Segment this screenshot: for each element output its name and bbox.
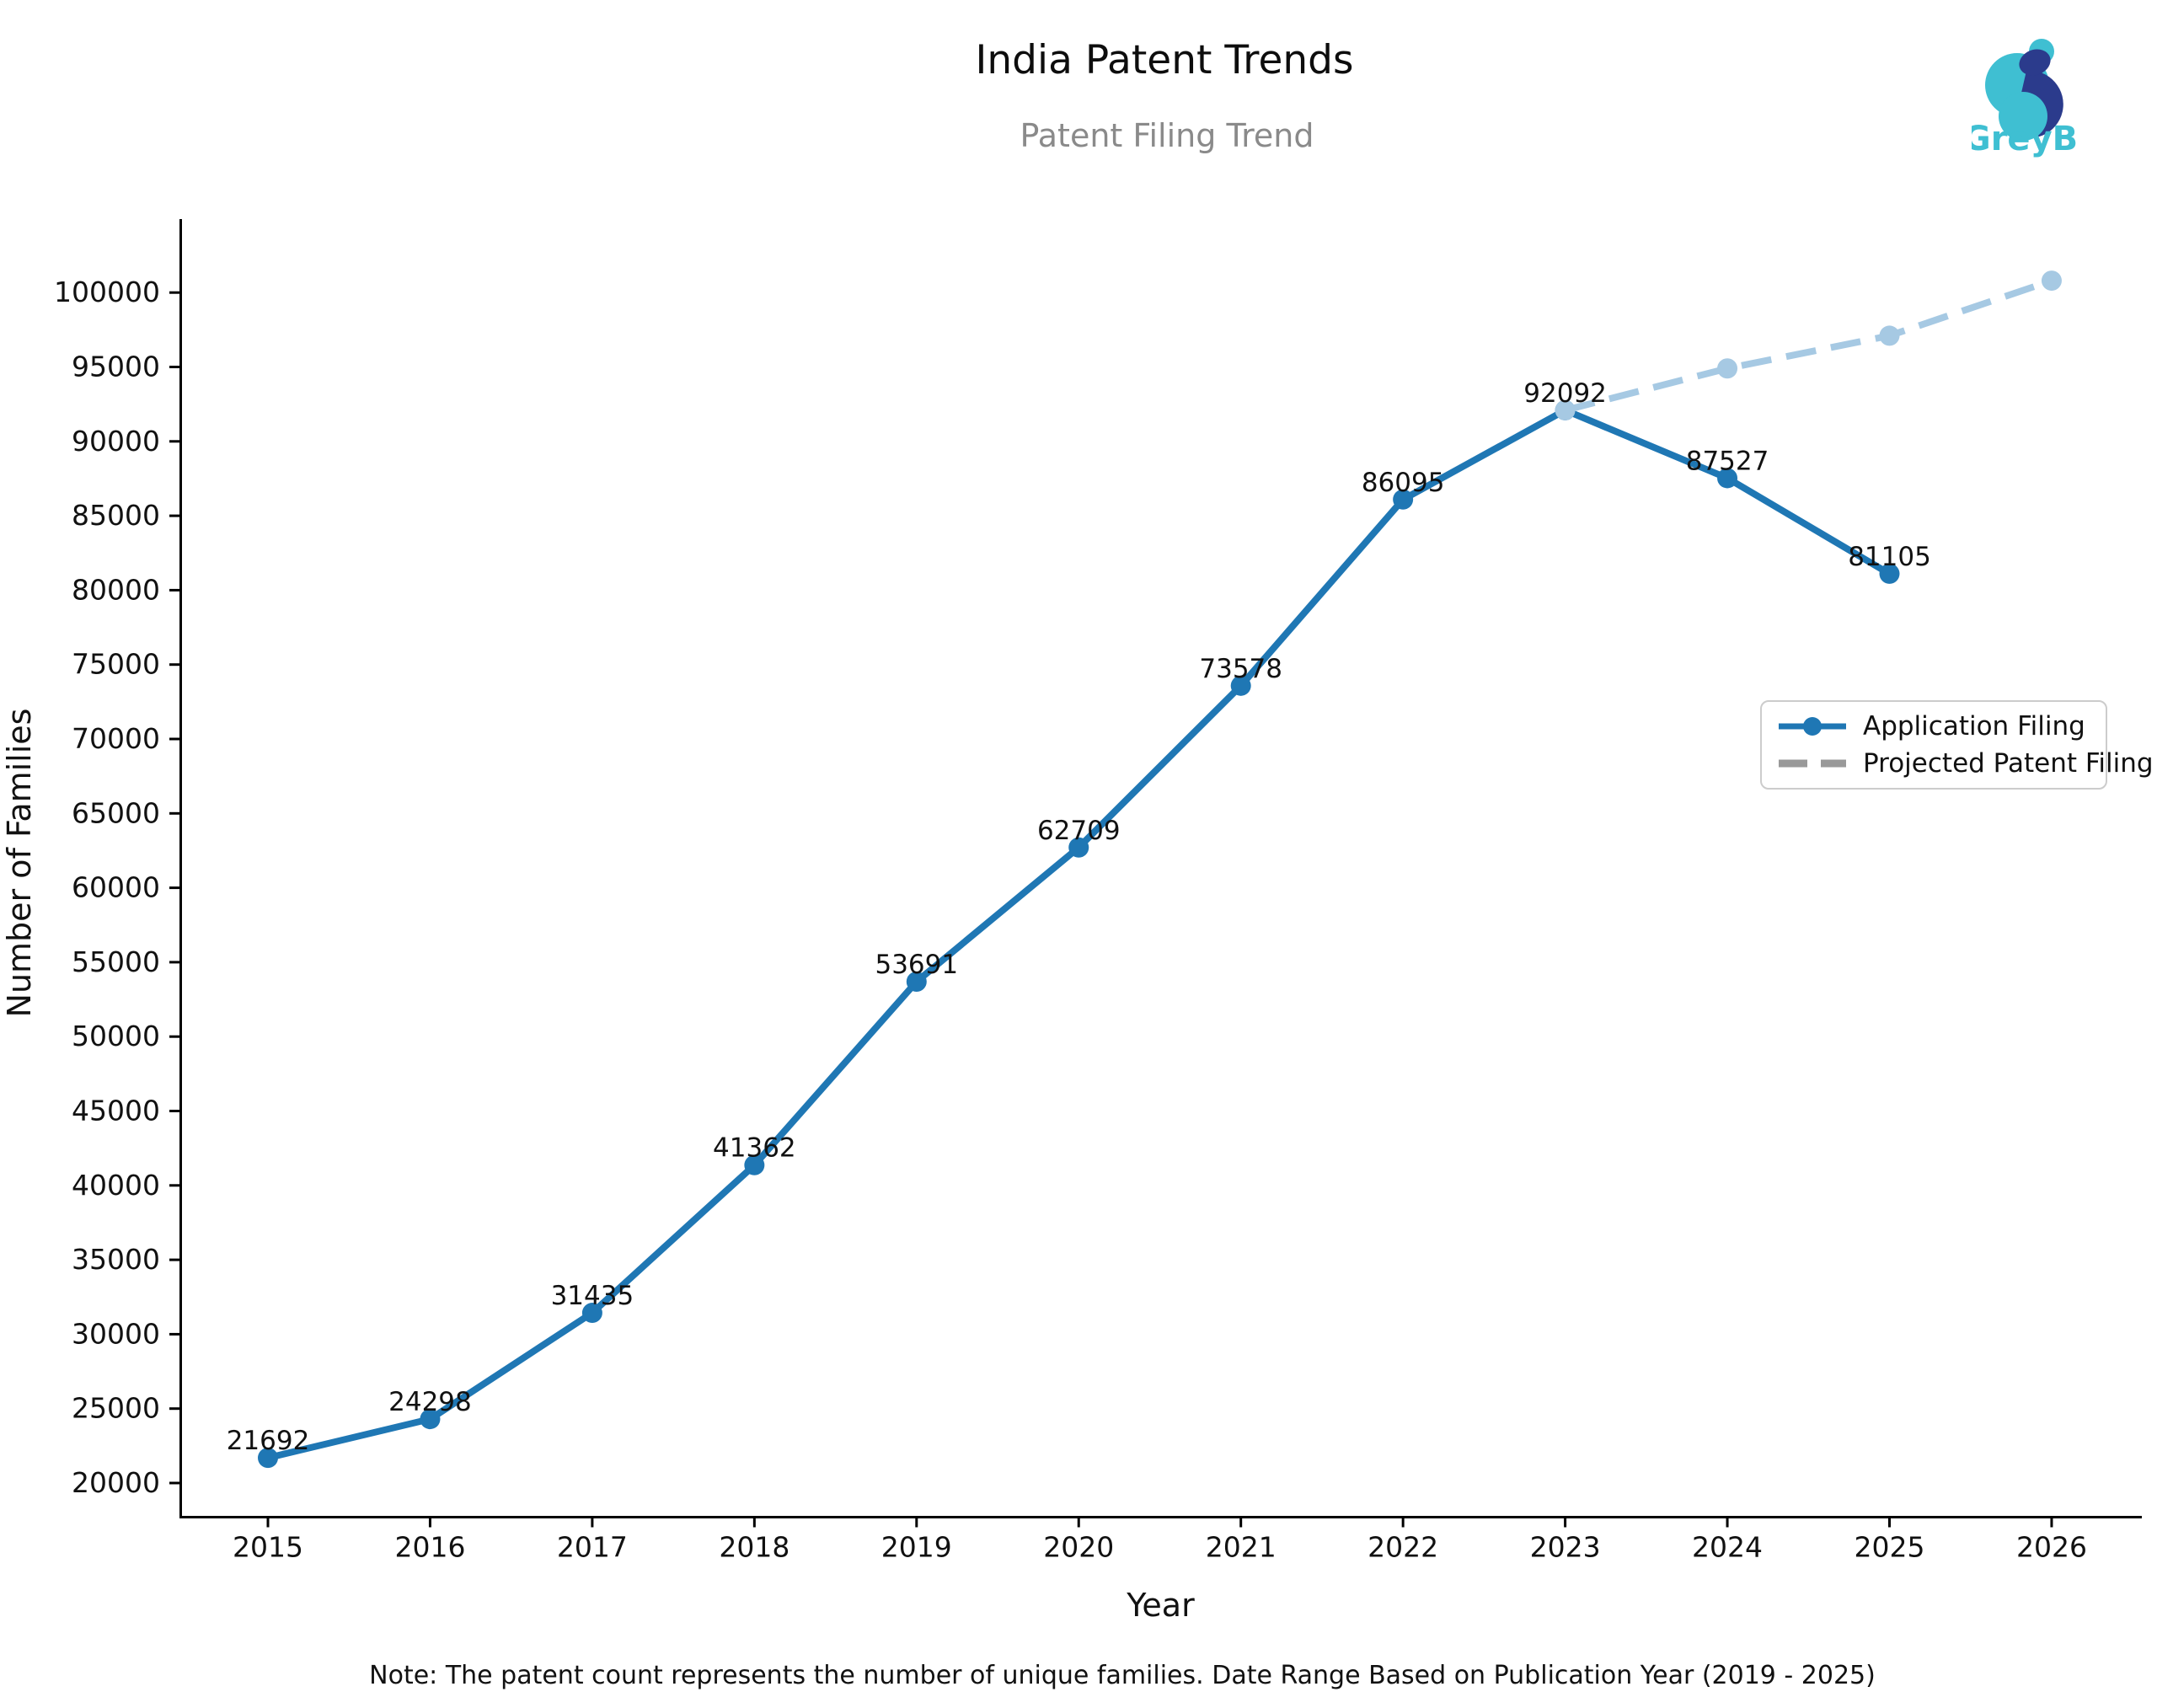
- y-tick-label: 45000: [72, 1095, 160, 1127]
- footnote: Note: The patent count represents the nu…: [369, 1661, 1876, 1690]
- data-point-marker: [744, 1154, 765, 1175]
- data-point-label: 87527: [1686, 446, 1769, 476]
- y-tick-label: 20000: [72, 1466, 160, 1499]
- data-point-marker: [1555, 399, 1576, 420]
- data-point-label: 92092: [1523, 378, 1607, 409]
- data-point-marker: [1393, 489, 1414, 510]
- data-point-marker: [1230, 675, 1251, 696]
- y-tick-label: 95000: [72, 351, 160, 383]
- data-point-label: 81105: [1848, 542, 1931, 572]
- data-point-marker: [906, 972, 927, 993]
- data-point-label: 31435: [551, 1281, 634, 1311]
- legend-label-projected-patent-filing: Projected Patent Filing: [1863, 748, 2154, 779]
- data-point-label: 86095: [1362, 468, 1445, 498]
- data-point-label: 62709: [1037, 816, 1121, 846]
- y-tick-label: 70000: [72, 722, 160, 755]
- legend-label-application-filing: Application Filing: [1863, 711, 2085, 742]
- x-axis-title: Year: [1126, 1587, 1195, 1624]
- chart-subtitle: Patent Filing Trend: [1020, 117, 1314, 154]
- y-tick-label: 75000: [72, 648, 160, 681]
- x-axis-ticks: 2015 2016 2017 2018 2019 2020 2021 2022 2023 2024…: [233, 1517, 2087, 1564]
- data-point-marker: [1717, 468, 1738, 489]
- legend-sample-dashed-line-icon: [1779, 759, 1846, 768]
- legend-item-projected-patent-filing: Projected Patent Filing: [1775, 746, 2154, 781]
- y-tick-label: 85000: [72, 499, 160, 532]
- legend-item-application-filing: Application Filing: [1775, 709, 2092, 744]
- data-point-marker: [258, 1448, 278, 1469]
- axes: [179, 219, 2142, 1518]
- data-point-marker: [1068, 837, 1089, 858]
- y-tick-label: 30000: [72, 1317, 160, 1350]
- data-point-label: 21692: [227, 1426, 310, 1456]
- x-tick-label: 2017: [557, 1531, 628, 1564]
- legend-sample-solid-line-icon: [1779, 717, 1846, 736]
- chart-legend: Application Filing Projected Patent Fili…: [1760, 700, 2154, 790]
- x-tick-label: 2024: [1692, 1531, 1763, 1564]
- x-tick-label: 2020: [1043, 1531, 1114, 1564]
- series-application-filing: [258, 399, 1900, 1469]
- greyb-logo: GreyB: [1972, 39, 2078, 158]
- y-tick-label: 60000: [72, 871, 160, 904]
- y-tick-label: 90000: [72, 425, 160, 458]
- data-point-marker: [1879, 325, 1900, 346]
- page-title: India Patent Trends: [975, 37, 1354, 83]
- y-tick-label: 50000: [72, 1020, 160, 1052]
- y-tick-label: 40000: [72, 1169, 160, 1202]
- data-point-marker: [1717, 358, 1738, 379]
- y-axis-ticks: 20000 25000 30000 35000 40000 45000 50000 55000…: [54, 276, 179, 1499]
- y-axis-title: Number of Families: [1, 709, 38, 1018]
- data-point-label: 73578: [1199, 654, 1282, 684]
- greyb-logo-icon: [1985, 39, 2063, 141]
- y-tick-label: 35000: [72, 1243, 160, 1276]
- data-labels: 21692 24298 31435 41362 53691 62709 73578 86095…: [227, 378, 1931, 1456]
- data-point-marker: [2041, 270, 2062, 292]
- x-tick-label: 2016: [394, 1531, 465, 1564]
- y-tick-label: 25000: [72, 1392, 160, 1425]
- x-tick-label: 2018: [719, 1531, 789, 1564]
- data-point-marker: [420, 1409, 441, 1430]
- x-tick-label: 2023: [1530, 1531, 1601, 1564]
- x-tick-label: 2021: [1206, 1531, 1277, 1564]
- data-point-label: 24298: [388, 1387, 472, 1417]
- x-tick-label: 2015: [233, 1531, 303, 1564]
- x-tick-label: 2025: [1855, 1531, 1925, 1564]
- data-point-label: 41362: [713, 1133, 796, 1164]
- x-tick-label: 2022: [1368, 1531, 1438, 1564]
- data-point-label: 53691: [875, 950, 958, 980]
- y-tick-label: 55000: [72, 945, 160, 978]
- series-projected-patent-filing: [1555, 270, 2062, 420]
- data-point-marker: [581, 1303, 602, 1324]
- y-tick-label: 80000: [72, 573, 160, 606]
- y-tick-label: 100000: [54, 276, 160, 308]
- x-tick-label: 2019: [881, 1531, 952, 1564]
- y-tick-label: 65000: [72, 796, 160, 829]
- data-point-marker: [1879, 563, 1900, 584]
- x-tick-label: 2026: [2016, 1531, 2087, 1564]
- greyb-logo-text: GreyB: [1972, 120, 2078, 158]
